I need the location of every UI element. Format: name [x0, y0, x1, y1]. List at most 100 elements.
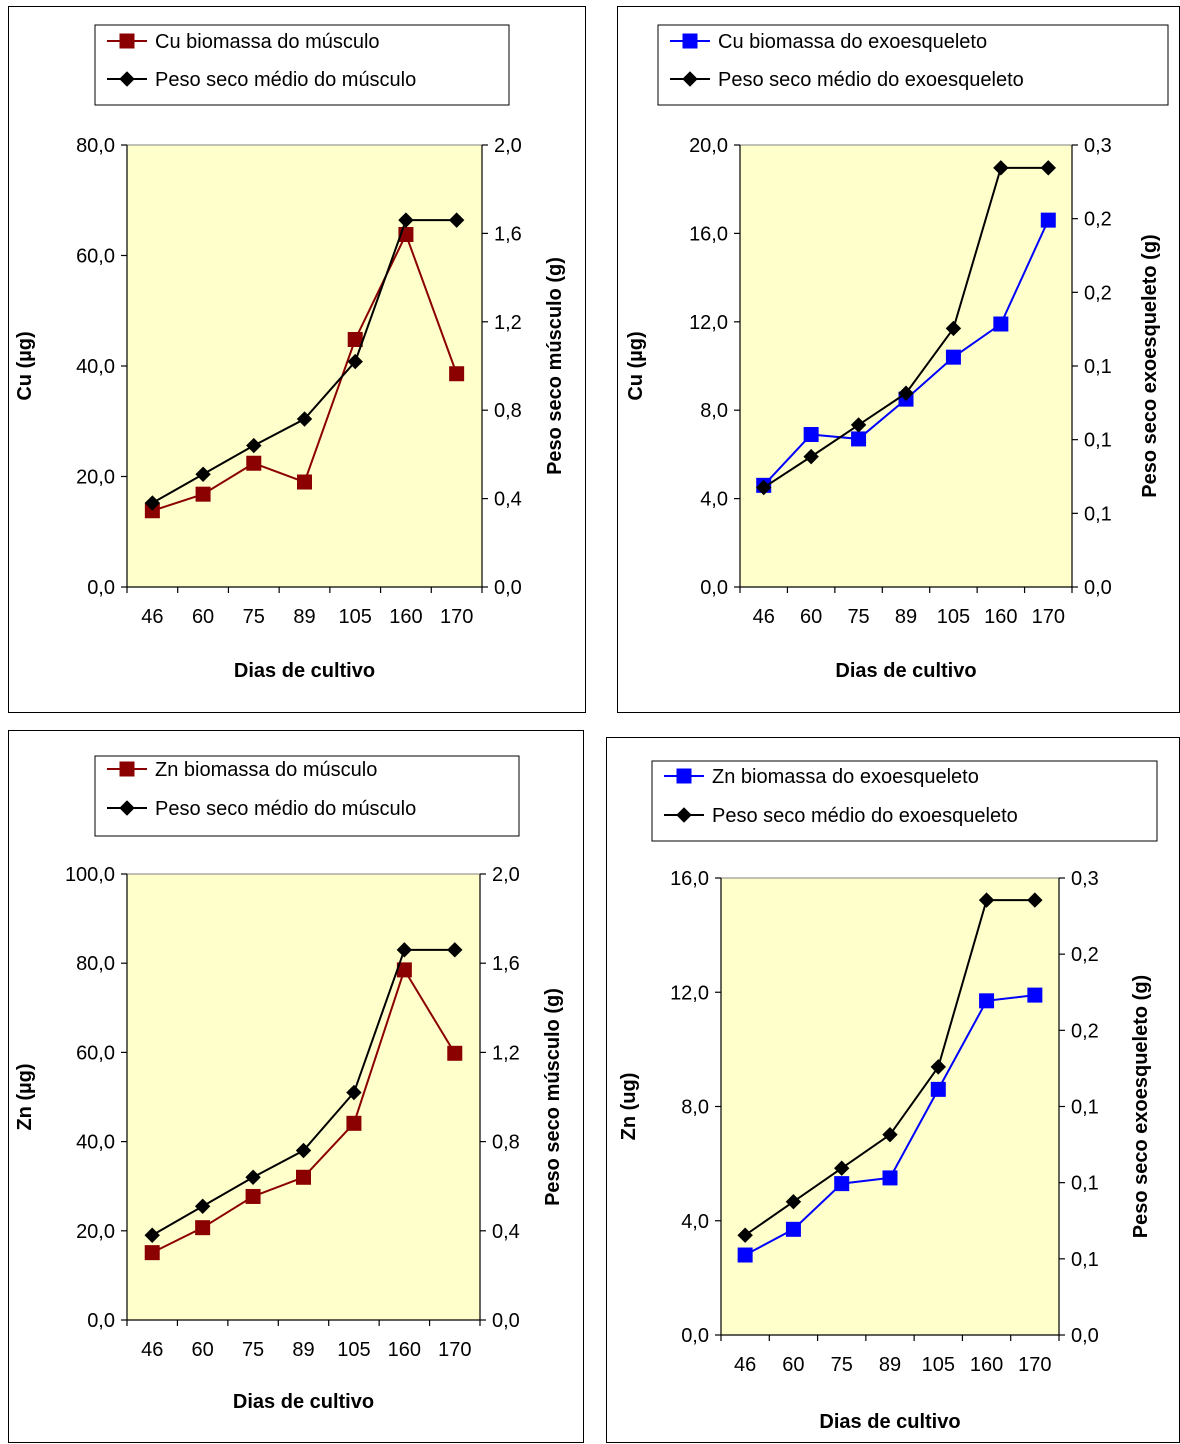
y-tick-label-right: 0,8 — [492, 1132, 520, 1154]
data-point — [245, 1188, 261, 1204]
data-point — [195, 466, 211, 482]
legend-marker — [682, 33, 698, 49]
legend-marker — [119, 761, 135, 777]
legend-box — [651, 760, 1158, 842]
chart-zn-exoesqueleto-svg: 0,0 4,0 8,0 12,0 16,0 0,0 0,1 0,1 0,1 0,2 0,2 0,3 46… — [618, 760, 1158, 1433]
y-tick-label-left: 100,0 — [65, 864, 115, 886]
plot-area — [739, 144, 1073, 588]
y-axis-title-left: Cu (µg) — [625, 331, 647, 400]
chart-zn-exoesqueleto: 0,0 4,0 8,0 12,0 16,0 0,0 0,1 0,1 0,1 0,2 0,2 0,3 46… — [606, 737, 1180, 1443]
data-point — [449, 366, 465, 382]
legend-marker — [119, 33, 135, 49]
data-point — [930, 1081, 946, 1097]
x-tick-label: 75 — [242, 1339, 264, 1361]
y-tick-label-left: 16,0 — [689, 223, 728, 245]
x-tick-label: 89 — [292, 1339, 314, 1361]
legend-entry: Cu biomassa do exoesqueleto — [670, 31, 987, 53]
legend-marker — [119, 800, 135, 816]
y-axis-title-left: Zn (ug) — [618, 1073, 640, 1141]
y-tick-label-right: 0,4 — [494, 489, 522, 511]
y-tick-label-left: 40,0 — [76, 1132, 115, 1154]
y-tick-label-right: 0,1 — [1071, 1173, 1099, 1195]
y-axis-title-left: Cu (µg) — [14, 331, 36, 400]
legend: Zn biomassa do músculo Peso seco médio do… — [94, 755, 520, 837]
y-tick-label-right: 0,1 — [1084, 356, 1112, 378]
y-tick-label-left: 4,0 — [700, 489, 728, 511]
y-tick-label-left: 8,0 — [681, 1097, 709, 1119]
data-point — [898, 385, 914, 401]
y-axis-title-right: Peso seco músculo (g) — [542, 988, 564, 1206]
data-point — [398, 212, 414, 228]
y-tick-label-right: 1,6 — [492, 953, 520, 975]
data-point — [756, 479, 772, 496]
y-tick-label-right: 0,8 — [494, 400, 522, 422]
x-tick-label: 160 — [388, 1339, 421, 1361]
data-point — [144, 495, 161, 511]
y-tick-label-right: 1,2 — [492, 1042, 520, 1064]
legend-label: Cu biomassa do músculo — [155, 31, 380, 53]
y-tick-label-left: 16,0 — [670, 868, 709, 890]
x-tick-label: 89 — [895, 606, 917, 628]
x-axis-title: Dias de cultivo — [819, 1411, 960, 1433]
data-point — [978, 892, 995, 908]
series-1 — [737, 892, 1043, 1243]
data-point — [296, 1169, 311, 1185]
y-tick-label-right: 1,6 — [494, 223, 522, 245]
series-1 — [144, 212, 465, 511]
legend-label: Peso seco médio do músculo — [155, 798, 416, 820]
series-0 — [144, 227, 465, 519]
y-axis-title-left: Zn (µg) — [14, 1063, 36, 1130]
y-tick-label-left: 20,0 — [689, 135, 728, 157]
x-tick-label: 46 — [141, 1339, 163, 1361]
data-point — [1040, 212, 1056, 228]
y-tick-label-left: 40,0 — [76, 356, 115, 378]
legend-label: Peso seco médio do exoesqueleto — [712, 805, 1018, 827]
legend-marker — [119, 71, 135, 87]
data-point — [1027, 987, 1043, 1003]
x-tick-label: 160 — [984, 606, 1017, 628]
chart-cu-exoesqueleto: 0,0 4,0 8,0 12,0 16,0 20,0 0,0 0,1 0,1 0,1 0,2 0,2 0… — [617, 6, 1180, 713]
y-tick-label-left: 80,0 — [76, 135, 115, 157]
data-point — [737, 1247, 753, 1263]
legend-marker — [682, 71, 698, 87]
y-tick-label-right: 0,0 — [1071, 1325, 1099, 1347]
x-tick-label: 60 — [192, 606, 214, 628]
legend-label: Zn biomassa do músculo — [155, 759, 377, 781]
x-tick-label: 170 — [440, 606, 473, 628]
x-tick-label: 170 — [438, 1339, 471, 1361]
data-point — [194, 1198, 211, 1214]
y-tick-label-left: 20,0 — [76, 467, 115, 489]
y-tick-label-right: 0,3 — [1084, 135, 1112, 157]
legend-label: Peso seco médio do exoesqueleto — [718, 69, 1024, 91]
x-tick-label: 105 — [337, 1339, 370, 1361]
x-tick-label: 60 — [192, 1339, 214, 1361]
y-tick-label-right: 0,3 — [1071, 868, 1099, 890]
y-tick-label-right: 0,1 — [1071, 1249, 1099, 1271]
y-tick-label-left: 4,0 — [681, 1211, 709, 1233]
data-point — [737, 1227, 753, 1243]
y-tick-label-left: 0,0 — [87, 577, 115, 599]
x-tick-label: 75 — [831, 1354, 853, 1376]
series-0 — [144, 962, 463, 1261]
data-point — [448, 212, 465, 228]
x-tick-label: 75 — [847, 606, 869, 628]
data-point — [945, 320, 962, 337]
x-tick-label: 105 — [339, 606, 372, 628]
data-point — [447, 1045, 463, 1061]
data-point — [993, 160, 1009, 176]
x-axis-title: Dias de cultivo — [234, 660, 375, 682]
data-point — [295, 1142, 312, 1159]
series-1 — [144, 942, 463, 1243]
y-tick-label-right: 0,2 — [1071, 944, 1099, 966]
x-tick-label: 46 — [734, 1354, 756, 1376]
data-point — [882, 1126, 898, 1143]
data-point — [945, 349, 961, 365]
data-point — [1040, 160, 1056, 176]
y-axis-title-right: Peso seco exoesqueleto (g) — [1130, 975, 1152, 1238]
data-point — [834, 1160, 850, 1176]
y-tick-label-right: 0,2 — [1071, 1020, 1099, 1042]
data-point — [246, 455, 262, 471]
data-point — [851, 431, 867, 447]
y-tick-label-right: 0,1 — [1071, 1097, 1099, 1119]
y-tick-label-right: 0,1 — [1084, 430, 1112, 452]
